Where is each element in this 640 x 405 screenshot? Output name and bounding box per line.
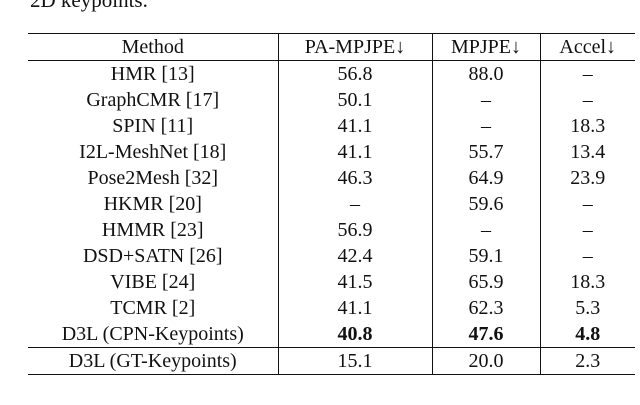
value-cell: – <box>432 217 541 243</box>
value-cell: – <box>582 193 593 215</box>
value-cell: – <box>582 63 593 85</box>
value-cell: 64.9 <box>432 165 541 191</box>
table-row: D3L (CPN-Keypoints) 40.8 47.6 4.8 <box>28 321 635 348</box>
value-cell: 18.3 <box>570 271 606 293</box>
value-cell: 41.5 <box>278 269 433 295</box>
method-cell: D3L (GT-Keypoints) <box>28 347 279 375</box>
value-cell: 41.1 <box>278 295 433 321</box>
value-cell: – <box>432 87 541 113</box>
value-cell: 47.6 <box>432 321 541 348</box>
value-cell: 41.1 <box>278 139 433 165</box>
value-cell: 15.1 <box>278 347 433 375</box>
table-row: D3L (GT-Keypoints) 15.1 20.0 2.3 <box>28 347 635 375</box>
value-cell: – <box>278 191 433 217</box>
results-table: Method PA-MPJPE↓ MPJPE↓ Accel↓ HMR [13] 56.8… <box>28 33 635 375</box>
method-cell: HMR [13] <box>28 60 279 87</box>
header-row: Method PA-MPJPE↓ MPJPE↓ Accel↓ <box>28 33 635 61</box>
value-cell: – <box>432 113 541 139</box>
value-cell: 59.1 <box>432 243 541 269</box>
value-cell: 56.9 <box>278 217 433 243</box>
value-cell: 56.8 <box>278 60 433 87</box>
header-cell: PA-MPJPE↓ <box>278 33 433 61</box>
value-cell: 41.1 <box>278 113 433 139</box>
method-cell: HMMR [23] <box>28 217 279 243</box>
value-cell: 20.0 <box>432 347 541 375</box>
value-cell: 42.4 <box>278 243 433 269</box>
value-cell: 5.3 <box>575 297 601 319</box>
value-cell: 62.3 <box>432 295 541 321</box>
method-cell: TCMR [2] <box>28 295 279 321</box>
value-cell: 46.3 <box>278 165 433 191</box>
method-cell: I2L-MeshNet [18] <box>28 139 279 165</box>
table-row: VIBE [24] 41.5 65.9 18.3 <box>28 269 635 295</box>
method-cell: D3L (CPN-Keypoints) <box>28 321 279 348</box>
table-body: HMR [13] 56.8 88.0– GraphCMR [17] 50.1– – SPIN… <box>28 60 635 375</box>
value-cell: 23.9 <box>570 167 606 189</box>
method-cell: Pose2Mesh [32] <box>28 165 279 191</box>
method-cell: SPIN [11] <box>28 113 279 139</box>
value-cell: 2.3 <box>575 350 601 372</box>
method-cell: GraphCMR [17] <box>28 87 279 113</box>
value-cell: 13.4 <box>570 141 606 163</box>
value-cell: – <box>582 89 593 111</box>
method-cell: DSD+SATN [26] <box>28 243 279 269</box>
header-cell: Method <box>28 33 279 61</box>
value-cell: 59.6 <box>432 191 541 217</box>
method-cell: HKMR [20] <box>28 191 279 217</box>
table-row: TCMR [2] 41.1 62.3 5.3 <box>28 295 635 321</box>
table-row: DSD+SATN [26] 42.4 59.1 – <box>28 243 635 269</box>
table-row: Pose2Mesh [32] 46.3 64.9 23.9 <box>28 165 635 191</box>
caption-fragment: 2D keypoints. <box>30 0 148 12</box>
value-cell: – <box>582 219 593 241</box>
table-row: GraphCMR [17] 50.1– – <box>28 87 635 113</box>
value-cell: 88.0 <box>432 60 541 87</box>
table-row: I2L-MeshNet [18] 41.1 55.7 13.4 <box>28 139 635 165</box>
table-row: HMR [13] 56.8 88.0 – <box>28 60 635 87</box>
table-row: HKMR [20] –59.6– <box>28 191 635 217</box>
header-cell: MPJPE↓ <box>432 33 541 61</box>
method-cell: VIBE [24] <box>28 269 279 295</box>
value-cell: 55.7 <box>432 139 541 165</box>
table-row: HMMR [23] 56.9– – <box>28 217 635 243</box>
value-cell: 65.9 <box>432 269 541 295</box>
value-cell: 4.8 <box>575 323 601 345</box>
value-cell: 40.8 <box>278 321 433 348</box>
value-cell: 50.1 <box>278 87 433 113</box>
table-row: SPIN [11] 41.1– 18.3 <box>28 113 635 139</box>
value-cell: – <box>582 245 593 267</box>
value-cell: 18.3 <box>570 115 606 137</box>
header-cell: Accel↓ <box>559 36 617 58</box>
